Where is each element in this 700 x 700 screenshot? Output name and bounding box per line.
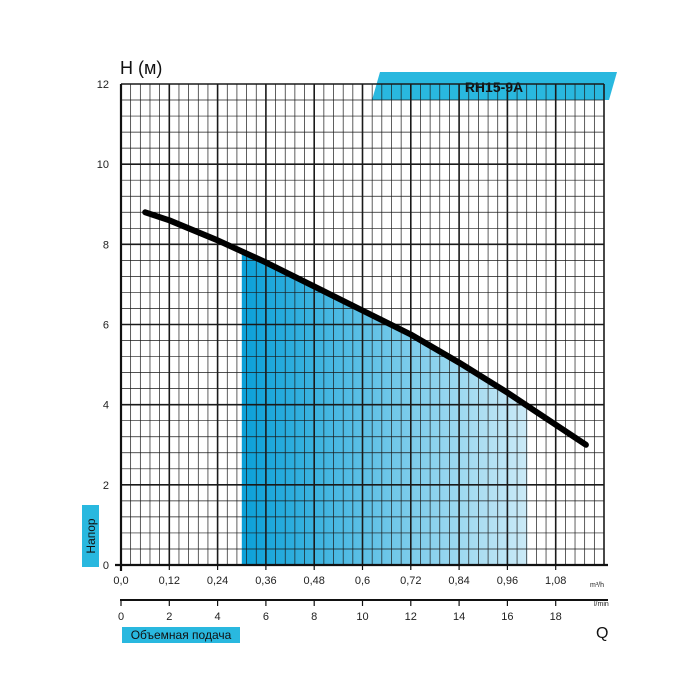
x-tick-label: 0,0: [113, 575, 128, 587]
unit-m3h-label: m³/h: [590, 582, 604, 589]
q-label: Q: [596, 625, 608, 642]
lmin-tick-label: 14: [453, 611, 465, 623]
lmin-tick-label: 8: [311, 611, 317, 623]
y-tick-label: 10: [97, 159, 109, 171]
lmin-tick-label: 6: [263, 611, 269, 623]
x-tick-label: 0,72: [400, 575, 421, 587]
y-tick-label: 6: [103, 320, 109, 332]
y-tick-label: 4: [103, 400, 109, 412]
lmin-tick-label: 0: [118, 611, 124, 623]
lmin-tick-label: 16: [501, 611, 513, 623]
unit-lmin-label: l/min: [594, 601, 609, 608]
flow-label-box: [122, 627, 240, 643]
lmin-tick-label: 18: [550, 611, 562, 623]
lmin-tick-label: 4: [215, 611, 221, 623]
x-tick-label: 1,08: [545, 575, 566, 587]
y-tick-label: 8: [103, 239, 109, 251]
head-label-box: [82, 505, 99, 567]
lmin-tick-label: 10: [356, 611, 368, 623]
x-tick-label: 0,12: [159, 575, 180, 587]
x-tick-label: 0,84: [448, 575, 469, 587]
y-tick-label: 12: [97, 79, 109, 91]
x-axis-ticks-lmin: 0 2 4 6 8 10 12 14 16 18: [118, 600, 562, 623]
x-tick-label: 0,6: [355, 575, 370, 587]
head-flow-curve: [142, 209, 589, 448]
x-tick-label: 0,96: [497, 575, 518, 587]
flow-label: Объемная подача: [131, 628, 232, 642]
lmin-tick-label: 12: [405, 611, 417, 623]
x-tick-label: 0,36: [255, 575, 276, 587]
head-side-label: Напор: [84, 518, 98, 554]
x-axis-ticks-m3h: 0,0 0,12 0,24 0,36 0,48 0,6 0,72 0,84 0,96 1,08: [113, 565, 566, 587]
y-tick-label: 2: [103, 480, 109, 492]
model-title: RH15-9A: [465, 79, 523, 95]
y-axis-title: H (м): [120, 58, 162, 78]
grid-major: [115, 83, 608, 571]
y-tick-label: 0: [103, 560, 109, 572]
x-tick-label: 0,24: [207, 575, 228, 587]
working-range-area: [241, 251, 528, 566]
lmin-tick-label: 2: [166, 611, 172, 623]
y-axis-ticks: 0 2 4 6 8 10 12: [97, 79, 109, 572]
x-tick-label: 0,48: [303, 575, 324, 587]
